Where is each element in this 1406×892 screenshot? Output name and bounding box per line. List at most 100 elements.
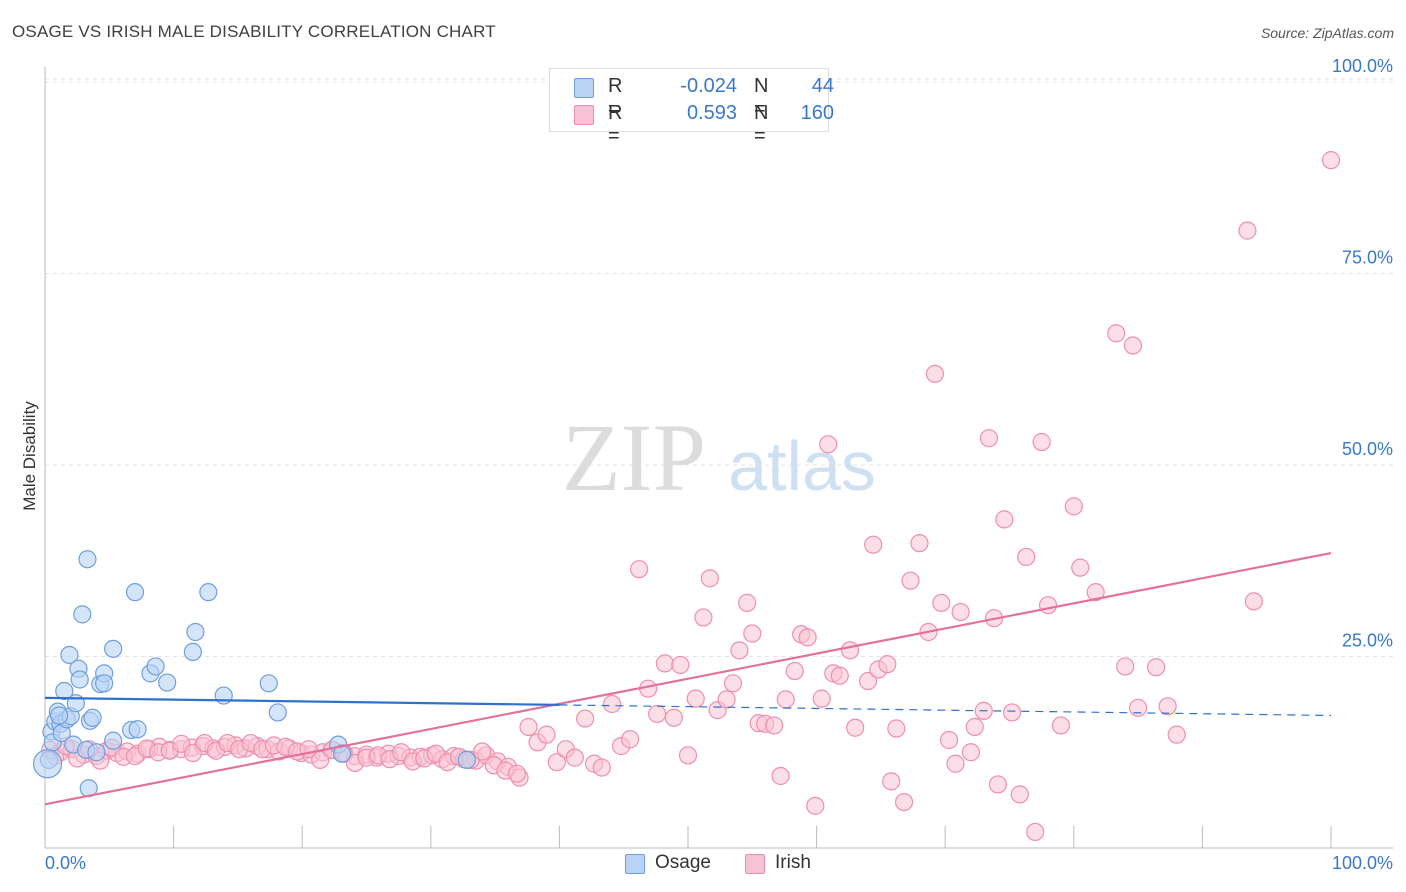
bottom-irish-label: Irish xyxy=(775,852,811,873)
irish-point xyxy=(776,690,795,709)
irish-point xyxy=(1128,698,1148,717)
osage-point xyxy=(50,706,69,725)
osage-point xyxy=(199,583,218,602)
irish-point xyxy=(700,569,719,588)
irish-point xyxy=(1002,703,1022,722)
y-tick-label: 100.0% xyxy=(1332,56,1393,76)
osage-point xyxy=(214,686,233,705)
irish-point xyxy=(840,641,860,660)
irish-point xyxy=(812,689,831,708)
osage-point xyxy=(73,605,92,624)
osage-trend-extension xyxy=(559,704,1332,717)
irish-swatch xyxy=(574,105,594,125)
osage-point xyxy=(146,657,165,676)
osage-point xyxy=(83,708,102,727)
chart-title: OSAGE VS IRISH MALE DISABILITY CORRELATI… xyxy=(12,22,496,41)
osage-n-label: N = xyxy=(754,75,769,120)
osage-point xyxy=(128,720,147,739)
osage-point xyxy=(104,731,123,750)
y-tick-label: 75.0% xyxy=(1342,248,1393,268)
irish-point xyxy=(946,754,965,773)
osage-point xyxy=(125,583,145,602)
irish-point xyxy=(1167,725,1186,744)
correlation-legend: R = -0.024 N = 44 R = 0.593 N = 160 xyxy=(549,68,834,147)
irish-point xyxy=(1086,583,1105,602)
irish-point xyxy=(1321,151,1341,170)
irish-point xyxy=(878,655,897,674)
irish-point xyxy=(1107,324,1126,343)
irish-point xyxy=(961,743,981,762)
irish-point xyxy=(655,654,674,673)
watermark-zip: ZIP xyxy=(562,404,706,511)
irish-point xyxy=(765,716,784,735)
irish-point xyxy=(603,694,622,714)
irish-point xyxy=(686,689,705,708)
irish-point xyxy=(723,674,743,693)
irish-point xyxy=(1244,592,1263,611)
irish-point xyxy=(648,704,667,724)
irish-point xyxy=(979,429,999,448)
irish-point xyxy=(951,602,970,622)
irish-point xyxy=(576,709,595,728)
irish-point xyxy=(965,717,984,737)
irish-point xyxy=(537,725,556,744)
irish-point xyxy=(1071,558,1090,577)
irish-point xyxy=(717,690,736,709)
irish-point xyxy=(694,608,713,627)
watermark-atlas: atlas xyxy=(728,427,876,505)
irish-point xyxy=(1158,697,1177,716)
irish-n-label: N = xyxy=(754,102,769,147)
irish-r-value: 0.593 xyxy=(686,102,737,124)
irish-point xyxy=(1017,547,1036,567)
irish-point xyxy=(771,766,790,786)
y-tick-label: 50.0% xyxy=(1342,439,1393,459)
irish-point xyxy=(1026,822,1045,842)
bottom-osage-label: Osage xyxy=(655,852,711,873)
bottom-irish-swatch xyxy=(745,854,765,874)
irish-point xyxy=(785,661,804,681)
grid-layer xyxy=(45,78,1393,657)
irish-point xyxy=(988,775,1008,794)
irish-point xyxy=(830,666,849,685)
irish-point xyxy=(1238,221,1257,240)
osage-r-label: R = xyxy=(608,75,623,120)
source-credit: Source: ZipAtlas.com xyxy=(1260,25,1394,41)
irish-n-value: 160 xyxy=(800,102,834,124)
irish-point xyxy=(1051,716,1071,735)
irish-point xyxy=(730,641,749,660)
osage-n-value: 44 xyxy=(811,75,834,97)
irish-point xyxy=(1064,497,1083,516)
trend-lines xyxy=(44,552,1332,806)
osage-point xyxy=(457,750,476,770)
irish-point xyxy=(565,748,584,767)
osage-point xyxy=(186,622,205,642)
y-tick-label: 25.0% xyxy=(1342,631,1393,651)
osage-point xyxy=(60,645,79,665)
osage-point xyxy=(95,674,114,693)
irish-point xyxy=(1010,785,1029,804)
irish-point xyxy=(894,792,914,812)
irish-point xyxy=(592,758,611,777)
irish-point xyxy=(671,655,690,675)
irish-point xyxy=(678,746,698,765)
irish-point xyxy=(1038,596,1058,615)
osage-point xyxy=(70,670,89,689)
osage-r-value: -0.024 xyxy=(680,75,737,97)
irish-point xyxy=(664,708,683,727)
irish-point xyxy=(819,435,838,454)
irish-point xyxy=(1032,432,1051,452)
irish-point xyxy=(1123,336,1143,355)
irish-point xyxy=(939,730,959,750)
irish-point xyxy=(473,742,492,761)
irish-point xyxy=(507,764,527,783)
osage-swatch xyxy=(574,78,594,98)
irish-point xyxy=(743,624,762,643)
irish-point xyxy=(887,719,906,738)
x-tick-label: 100.0% xyxy=(1332,853,1393,873)
irish-point xyxy=(806,796,825,815)
osage-points xyxy=(32,550,476,798)
irish-point xyxy=(630,560,649,579)
irish-trend-line xyxy=(44,552,1332,806)
irish-point xyxy=(798,628,817,647)
irish-point xyxy=(738,593,757,612)
